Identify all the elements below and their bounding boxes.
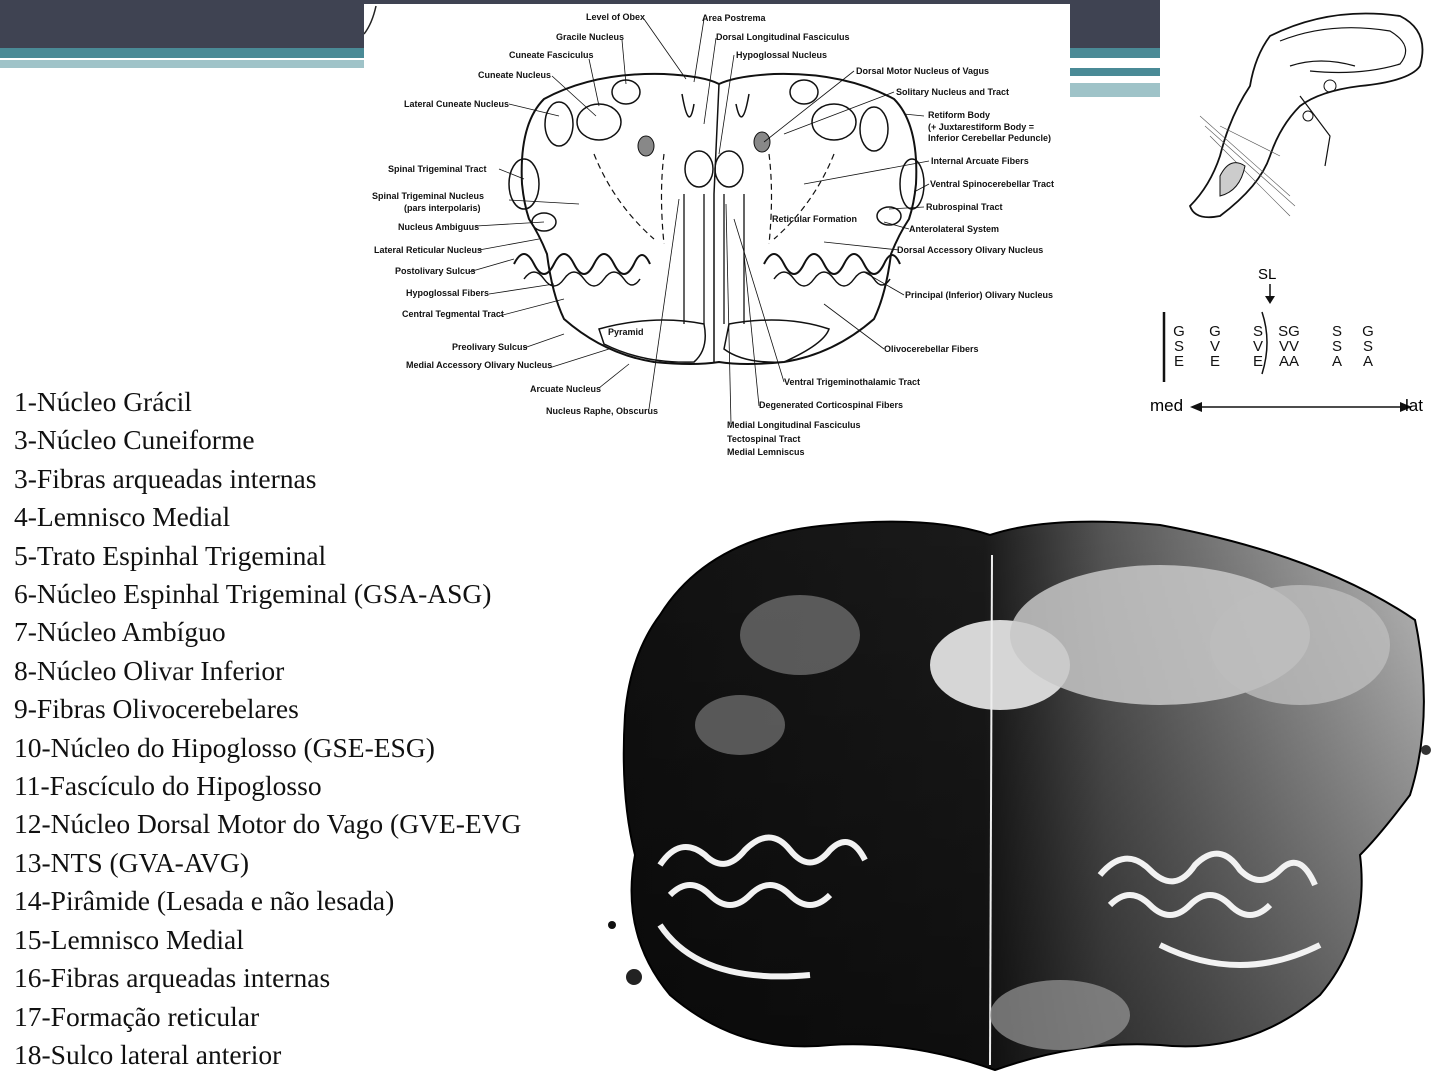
diagram-label: Inferior Cerebellar Peduncle) xyxy=(928,133,1052,143)
legend-item: 16-Fibras arqueadas internas xyxy=(14,962,331,994)
diagram-label: Nucleus Ambiguus xyxy=(398,222,480,232)
structure-legend: 1-Núcleo Grácil 3-Núcleo Cuneiforme 3-Fi… xyxy=(14,383,614,1074)
diagram-label: Postolivary Sulcus xyxy=(395,266,476,276)
diagram-label: Cuneate Fasciculus xyxy=(509,50,594,60)
diagram-label: Cuneate Nucleus xyxy=(478,70,552,80)
legend-item: 15-Lemnisco Medial xyxy=(14,923,244,955)
medulla-outline-drawing xyxy=(364,5,930,425)
diagram-label: Lateral Reticular Nucleus xyxy=(374,245,483,255)
legend-item: 9-Fibras Olivocerebelares xyxy=(14,693,299,725)
legend-item: 8-Núcleo Olivar Inferior xyxy=(14,654,285,686)
diagram-label: Anterolateral System xyxy=(909,224,1000,234)
diagram-label: Medial Lemniscus xyxy=(727,447,805,457)
diagram-label: Dorsal Accessory Olivary Nucleus xyxy=(897,245,1044,255)
column-svagva: SG VV AA xyxy=(1278,323,1300,370)
diagram-label: Central Tegmental Tract xyxy=(402,309,504,319)
diagram-label: Dorsal Longitudinal Fasciculus xyxy=(716,32,850,42)
legend-item: 1-Núcleo Grácil xyxy=(14,386,192,417)
diagram-label: Dorsal Motor Nucleus of Vagus xyxy=(856,66,990,76)
legend-item: 11-Fascículo do Hipoglosso xyxy=(14,770,322,802)
legend-item: 12-Núcleo Dorsal Motor do Vago (GVE-EVG xyxy=(14,808,522,840)
diagram-label: Area Postrema xyxy=(702,13,766,23)
diagram-label: (pars interpolaris) xyxy=(404,203,481,213)
diagram-label: Gracile Nucleus xyxy=(556,32,625,42)
diagram-label: Ventral Spinocerebellar Tract xyxy=(930,179,1055,189)
diagram-label: Ventral Trigeminothalamic Tract xyxy=(784,377,921,387)
diagram-label: (+ Juxtarestiform Body = xyxy=(928,122,1035,132)
legend-item: 3-Fibras arqueadas internas xyxy=(14,462,317,494)
legend-item: 7-Núcleo Ambíguo xyxy=(14,616,226,648)
diagram-label: Internal Arcuate Fibers xyxy=(931,156,1029,166)
diagram-label: Spinal Trigeminal Tract xyxy=(388,164,487,174)
diagram-label: Retiform Body xyxy=(928,110,991,120)
diagram-label: Solitary Nucleus and Tract xyxy=(896,87,1010,97)
diagram-label: Preolivary Sulcus xyxy=(452,342,528,352)
diagram-label: Level of Obex xyxy=(586,12,646,22)
legend-item: 3-Núcleo Cuneiforme xyxy=(14,424,255,456)
diagram-label: Rubrospinal Tract xyxy=(926,202,1003,212)
diagram-label: Pyramid xyxy=(608,327,644,337)
stained-medulla-section xyxy=(600,495,1440,1081)
legend-item: 17-Formação reticular xyxy=(14,1000,260,1032)
diagram-label: Lateral Cuneate Nucleus xyxy=(404,99,510,109)
header-stripe-right-light xyxy=(1070,83,1160,97)
diagram-label: Spinal Trigeminal Nucleus xyxy=(372,191,485,201)
diagram-label: Arcuate Nucleus xyxy=(530,384,602,394)
lateral-label: lat xyxy=(1405,396,1423,415)
diagram-label: Degenerated Corticospinal Fibers xyxy=(759,400,904,410)
diagram-label: Nucleus Raphe, Obscurus xyxy=(546,406,659,416)
diagram-label: Olivocerebellar Fibers xyxy=(884,344,979,354)
diagram-label: Principal (Inferior) Olivary Nucleus xyxy=(905,290,1054,300)
medulla-labeled-diagram: Level of Obex Gracile Nucleus Cuneate Fa… xyxy=(364,4,1070,464)
legend-item: 18-Sulco lateral anterior xyxy=(14,1038,282,1070)
diagram-label: Medial Longitudinal Fasciculus xyxy=(727,420,861,430)
header-stripe-light xyxy=(0,60,364,68)
diagram-label: Reticular Formation xyxy=(772,214,858,224)
legend-item: 4-Lemnisco Medial xyxy=(14,501,231,533)
legend-item: 5-Trato Espinhal Trigeminal xyxy=(14,539,327,571)
sagittal-brain-sketch xyxy=(1180,6,1430,226)
sulcus-limitans-label: SL xyxy=(1258,266,1277,283)
legend-item: 10-Núcleo do Hipoglosso (GSE-ESG) xyxy=(14,731,435,763)
diagram-label: Medial Accessory Olivary Nucleus xyxy=(406,360,553,370)
diagram-label: Tectospinal Tract xyxy=(727,434,801,444)
diagram-label: Hypoglossal Fibers xyxy=(406,288,490,298)
medial-label: med xyxy=(1150,396,1184,415)
legend-item: 6-Núcleo Espinhal Trigeminal (GSA-ASG) xyxy=(14,578,492,610)
header-stripe-right xyxy=(1070,68,1160,76)
legend-item: 13-NTS (GVA-AVG) xyxy=(14,846,250,878)
diagram-label: Hypoglossal Nucleus xyxy=(736,50,828,60)
columns-lines xyxy=(1162,284,1412,412)
legend-item: 14-Pirâmide (Lesada e não lesada) xyxy=(14,885,395,917)
